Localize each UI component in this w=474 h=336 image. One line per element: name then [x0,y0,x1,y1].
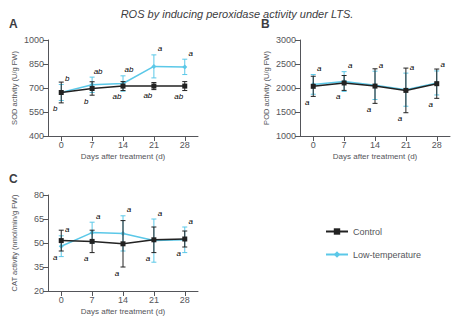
svg-text:80: 80 [34,190,44,200]
svg-text:14: 14 [370,140,380,150]
svg-text:a: a [96,212,101,221]
svg-text:Low-temperature: Low-temperature [353,250,421,260]
svg-text:SOD activity (U/g FW): SOD activity (U/g FW) [10,51,19,125]
svg-text:14: 14 [118,140,128,150]
svg-text:ab: ab [143,91,152,100]
svg-text:65: 65 [34,214,44,224]
svg-text:a: a [189,49,194,58]
svg-text:a: a [379,61,384,70]
svg-text:14: 14 [118,295,128,305]
svg-text:Days after treatment (d): Days after treatment (d) [81,307,166,316]
svg-text:a: a [53,253,58,262]
svg-text:a: a [305,98,310,107]
svg-text:B: B [261,17,270,31]
svg-text:Control: Control [353,227,382,237]
svg-text:a: a [398,114,403,123]
svg-text:a: a [127,205,132,214]
svg-text:ab: ab [174,92,183,101]
svg-text:a: a [317,64,322,73]
svg-text:ab: ab [113,92,122,101]
svg-text:ROS by inducing peroxidase act: ROS by inducing peroxidase activity unde… [121,8,354,20]
svg-text:a: a [177,249,182,258]
svg-text:21: 21 [149,140,159,150]
svg-text:a: a [65,225,70,234]
svg-text:a: a [441,60,446,69]
svg-text:1000: 1000 [276,131,296,141]
svg-text:a: a [367,105,372,114]
svg-text:700: 700 [29,83,44,93]
svg-text:A: A [9,17,18,31]
svg-text:3000: 3000 [276,35,296,45]
svg-text:35: 35 [34,262,44,272]
svg-text:ab: ab [94,67,103,76]
svg-text:Days after treatment (d): Days after treatment (d) [81,152,166,161]
svg-text:400: 400 [29,131,44,141]
svg-text:0: 0 [311,140,316,150]
svg-text:50: 50 [34,238,44,248]
svg-text:28: 28 [432,140,442,150]
svg-text:C: C [9,172,18,186]
svg-text:b: b [65,74,70,83]
svg-text:28: 28 [180,140,190,150]
svg-text:b: b [53,104,58,113]
svg-text:POD activity (U/g FW): POD activity (U/g FW) [262,51,271,125]
svg-text:0: 0 [59,295,64,305]
svg-text:a: a [158,209,163,218]
svg-text:7: 7 [90,140,95,150]
svg-text:b: b [84,97,89,106]
svg-text:28: 28 [180,295,190,305]
svg-text:a: a [336,92,341,101]
svg-text:2000: 2000 [276,83,296,93]
svg-text:850: 850 [29,59,44,69]
svg-text:Days after treatment (d): Days after treatment (d) [333,152,418,161]
svg-text:0: 0 [59,140,64,150]
svg-text:2500: 2500 [276,59,296,69]
svg-text:a: a [115,269,120,278]
svg-text:a: a [189,217,194,226]
svg-text:1000: 1000 [24,35,44,45]
svg-text:1500: 1500 [276,107,296,117]
svg-text:21: 21 [149,295,159,305]
svg-text:CAT activity (nmol/min/g FW): CAT activity (nmol/min/g FW) [10,194,19,291]
svg-text:7: 7 [90,295,95,305]
svg-text:a: a [158,44,163,53]
svg-text:21: 21 [401,140,411,150]
svg-text:a: a [429,100,434,109]
svg-text:a: a [84,254,89,263]
svg-text:7: 7 [342,140,347,150]
svg-text:a: a [348,61,353,70]
svg-text:a: a [146,254,151,263]
svg-text:ab: ab [125,65,134,74]
svg-text:550: 550 [29,107,44,117]
svg-text:a: a [410,63,415,72]
svg-text:20: 20 [34,286,44,296]
